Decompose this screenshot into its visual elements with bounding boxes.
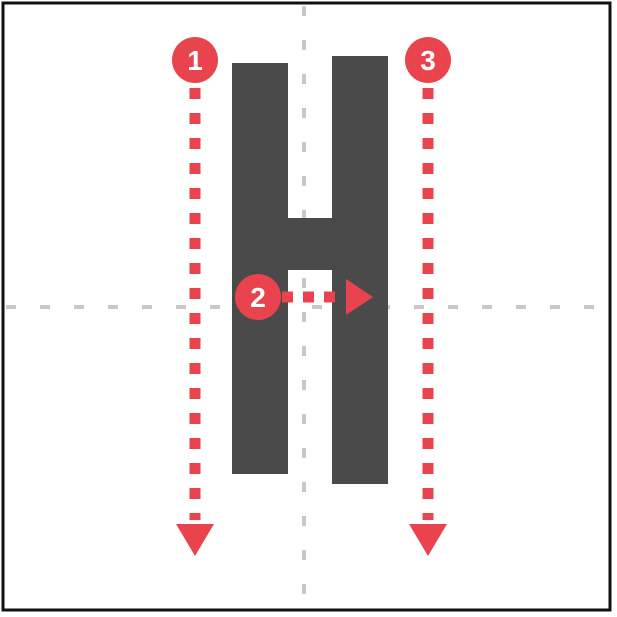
letter-left-stem: [232, 63, 288, 474]
letter-h: [232, 56, 388, 484]
stroke-1-badge: [172, 37, 218, 83]
stroke-1-arrowhead: [176, 524, 214, 556]
letter-right-stem: [332, 56, 388, 484]
stroke-3-number: 3: [420, 45, 436, 76]
stroke-2-number: 2: [250, 282, 266, 313]
stroke-2-badge: [235, 274, 281, 320]
stroke-2: 2: [235, 274, 373, 320]
stroke-2-arrowhead: [346, 279, 373, 315]
stroke-3: 3: [405, 37, 451, 556]
stroke-3-badge: [405, 37, 451, 83]
stroke-1: 1: [172, 37, 218, 556]
stroke-1-number: 1: [187, 45, 203, 76]
letter-crossbar: [288, 218, 332, 270]
stroke-3-arrowhead: [409, 524, 447, 556]
